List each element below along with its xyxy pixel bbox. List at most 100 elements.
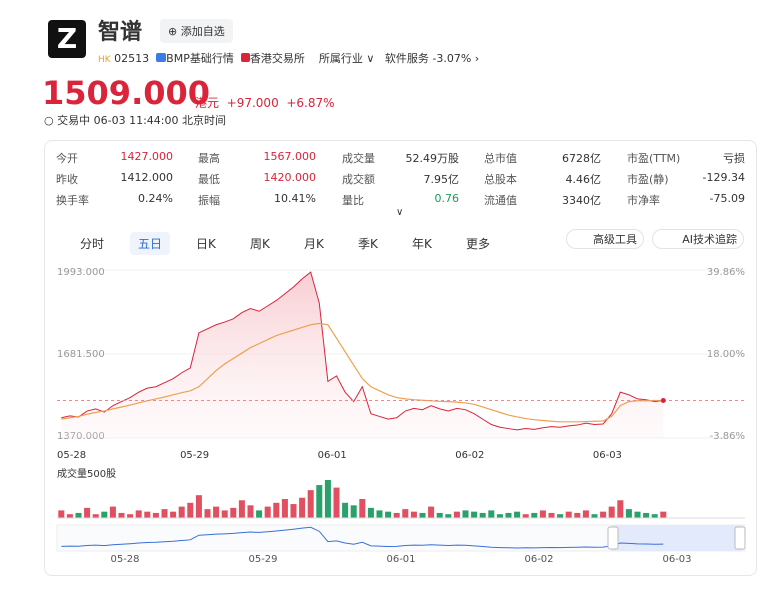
volume-bar [238, 500, 245, 518]
navigator-handle[interactable] [734, 526, 746, 550]
tab[interactable]: 分时 [80, 237, 105, 251]
y2-tick-label: 39.86% [707, 267, 745, 278]
volume-bar [419, 512, 426, 518]
price: 1509.000 [42, 74, 211, 112]
stat-label: 今开 [56, 152, 78, 165]
volume-bar [634, 511, 641, 518]
stat-label: 市盈(TTM) [627, 152, 681, 165]
volume-bar [531, 512, 538, 518]
volume-bar [195, 495, 202, 518]
industry[interactable]: 所属行业 [318, 52, 363, 65]
y2-tick-label: -3.86% [710, 431, 745, 442]
volume-bar [350, 505, 357, 518]
tab[interactable]: 年K [412, 237, 432, 251]
stat-label: 市盈(静) [627, 173, 669, 186]
volume-bar [651, 514, 658, 518]
volume-bar [376, 510, 383, 518]
stat-value: 7.95亿 [423, 173, 460, 186]
volume-bar [75, 512, 82, 518]
tool-button[interactable]: AI技术追踪 [652, 229, 744, 249]
quote-change: 港元 +97.000 +6.87% [195, 94, 335, 111]
price-area [61, 272, 664, 438]
navigator-handle[interactable] [607, 526, 619, 550]
code: 02513 [114, 52, 150, 65]
tab[interactable]: 五日 [130, 232, 171, 255]
x-tick-label: 06-03 [593, 450, 622, 461]
volume-bar [152, 512, 159, 518]
volume-bar [109, 506, 116, 518]
stat-value: 4.46亿 [565, 173, 602, 186]
nav-tick-label: 06-03 [662, 554, 691, 565]
status-row: ○ 交易中 06-03 11:44:00 北京时间 [44, 114, 226, 127]
stat-label: 昨收 [56, 173, 78, 186]
stat-value: 6728亿 [562, 152, 601, 165]
tab[interactable]: 季K [358, 237, 378, 251]
volume-bar [170, 511, 177, 518]
x-tick-label: 06-02 [455, 450, 484, 461]
navigator-line [61, 526, 664, 549]
tab[interactable]: 更多 [466, 237, 491, 251]
stat-label: 总市值 [484, 152, 517, 165]
volume-bar [574, 512, 581, 518]
x-tick-label: 05-28 [57, 450, 86, 461]
volume-bar [144, 511, 151, 518]
stat-value: 1567.000 [263, 150, 317, 163]
tool-button[interactable]: 高级工具 [566, 229, 644, 249]
volume-bar [505, 512, 512, 518]
volume-bar [557, 514, 564, 518]
volume-bar [548, 512, 555, 518]
volume-bar [221, 510, 228, 518]
tab[interactable]: 月K [304, 237, 324, 251]
stat-value: 1420.000 [263, 171, 317, 184]
volume-bar [92, 514, 99, 518]
volume-bar [488, 510, 495, 518]
card [44, 140, 757, 576]
volume-bar [290, 504, 297, 518]
volume-bar [462, 510, 469, 518]
volume-bar [367, 507, 374, 518]
series-line [61, 322, 664, 423]
add-button[interactable]: ⊕ 添加自选 [160, 19, 233, 43]
nav-tick-label: 05-28 [110, 554, 139, 565]
stat-label: 振幅 [198, 194, 220, 207]
volume-bar [608, 506, 615, 518]
stat-label: 成交额 [342, 173, 375, 186]
volume-bar [178, 506, 185, 518]
volume-bar [496, 514, 503, 518]
volume-bar [385, 511, 392, 518]
tab[interactable]: 日K [196, 237, 216, 251]
stat-value: 1412.000 [120, 171, 174, 184]
volume-bar [58, 510, 65, 518]
volume-bar [161, 509, 168, 518]
logo: Z [48, 20, 86, 58]
stat-value: 亏损 [723, 152, 745, 165]
stat-value: 1427.000 [120, 150, 174, 163]
stat-value: 0.24% [138, 192, 173, 205]
stat-value: 52.49万股 [405, 152, 460, 165]
volume-bar [187, 502, 194, 518]
sector[interactable]: 软件服务 -3.07% [384, 52, 472, 65]
tz: 北京时间 [181, 114, 226, 127]
volume-bar [393, 512, 400, 518]
time: 06-03 11:44:00 [93, 114, 179, 127]
bmp[interactable]: BMP基础行情 [166, 52, 234, 65]
tab[interactable]: 周K [250, 237, 270, 251]
currency: 港元 [195, 96, 220, 110]
y-tick-label: 1993.000 [57, 267, 105, 278]
volume-bar [591, 514, 598, 518]
nav-tick-label: 06-02 [524, 554, 553, 565]
stat-label: 量比 [342, 194, 364, 207]
stat-label: 总股本 [484, 173, 517, 186]
volume-bar [299, 497, 306, 518]
volume-bar [522, 514, 529, 518]
expand[interactable]: ∨ [396, 207, 404, 218]
volume-bar [101, 511, 108, 518]
stat-value: 3340亿 [562, 194, 601, 207]
volume-bar [264, 506, 271, 518]
change-pct: +6.87% [286, 96, 335, 110]
volume-bar [402, 509, 409, 518]
volume-bar [479, 512, 486, 518]
volume-bar [445, 514, 452, 518]
